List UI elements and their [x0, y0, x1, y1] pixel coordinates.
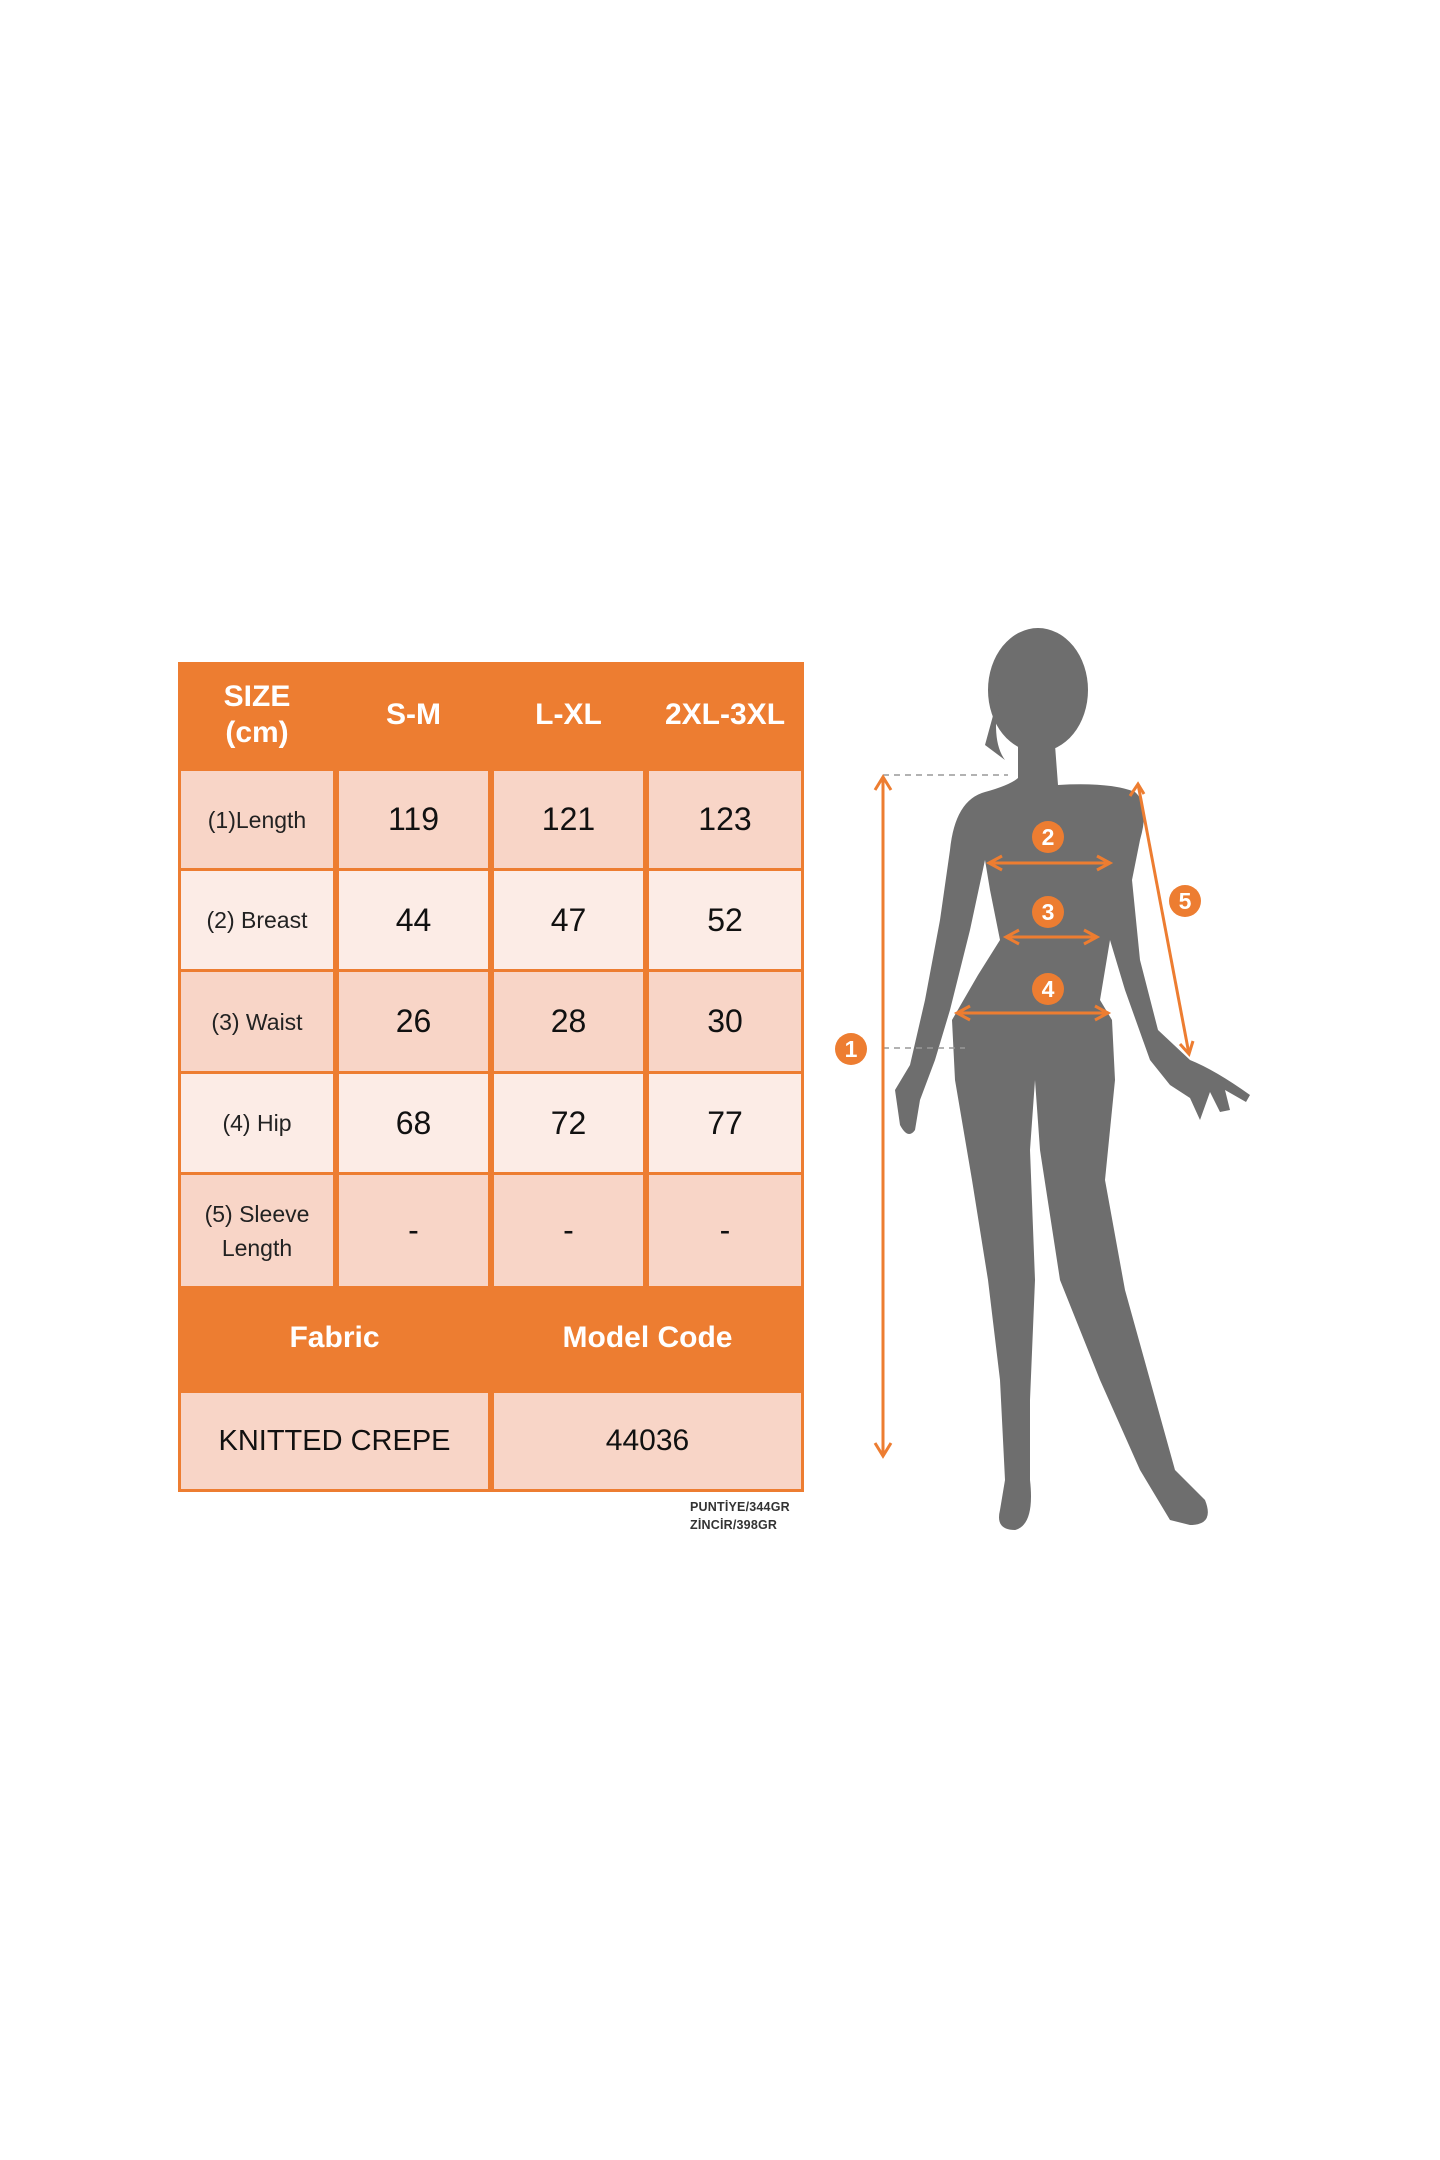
footer-header-model-code: Model Code	[562, 1321, 733, 1354]
row-label: (4) Hip	[181, 1074, 333, 1172]
note-puntiye: PUNTİYE/344GR	[690, 1500, 790, 1514]
badge-circle	[1169, 885, 1201, 917]
note-zincir: ZİNCİR/398GR	[690, 1518, 778, 1532]
table-cell: 44	[339, 871, 488, 969]
badge-number: 5	[1179, 888, 1192, 914]
measure-arrows	[873, 774, 1195, 1459]
badge-number: 1	[845, 1036, 858, 1062]
table-cell: 52	[649, 871, 801, 969]
header-size: S-M	[386, 698, 441, 731]
badge-number: 2	[1042, 824, 1055, 850]
table-cell: 28	[494, 972, 643, 1071]
table-cell: 47	[494, 871, 643, 969]
header-size: 2XL-3XL	[664, 698, 786, 731]
table-cell: 68	[339, 1074, 488, 1172]
model-code-value: 44036	[494, 1393, 801, 1489]
row-label: (3) Waist	[181, 972, 333, 1071]
row-label: (5) Sleeve Length	[181, 1175, 333, 1286]
table-cell: 26	[339, 972, 488, 1071]
table-cell: 72	[494, 1074, 643, 1172]
table-cell: -	[649, 1175, 801, 1286]
table-cell: -	[494, 1175, 643, 1286]
table-cell: 123	[649, 771, 801, 868]
table-cell: 77	[649, 1074, 801, 1172]
measure-badges: 1 2 3 4 5	[835, 821, 1201, 1065]
badge-circle	[1032, 973, 1064, 1005]
badge-number: 4	[1042, 976, 1055, 1002]
fabric-value: KNITTED CREPE	[181, 1393, 488, 1489]
silhouette	[895, 628, 1250, 1530]
table-cell: 121	[494, 771, 643, 868]
table-cell: 30	[649, 972, 801, 1071]
badge-circle	[835, 1033, 867, 1065]
header-size-label: SIZE (cm)	[223, 680, 291, 749]
table-cell: -	[339, 1175, 488, 1286]
size-chart-table: SIZE (cm) S-M L-XL 2XL-3XL (1)Length 119 121 12…	[178, 662, 804, 1492]
row-label: (1)Length	[181, 771, 333, 868]
table-cell: 119	[339, 771, 488, 868]
badge-number: 3	[1042, 899, 1055, 925]
guide-lines	[883, 774, 1008, 1049]
badge-circle	[1032, 821, 1064, 853]
badge-circle	[1032, 896, 1064, 928]
header-size: L-XL	[535, 698, 602, 731]
row-label: (2) Breast	[181, 871, 333, 969]
footer-header-fabric: Fabric	[289, 1321, 380, 1354]
